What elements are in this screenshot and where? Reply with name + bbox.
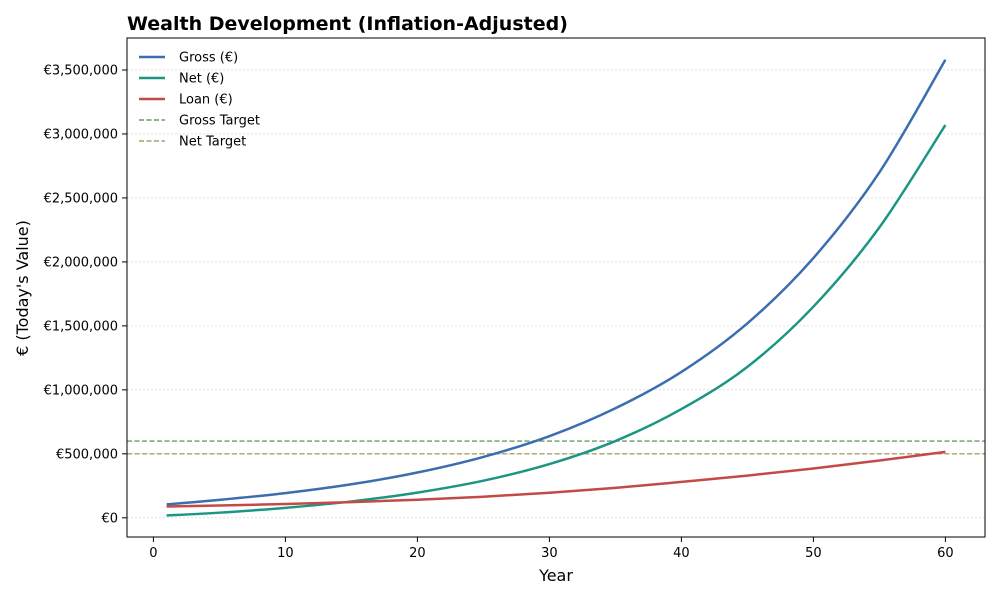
series-lines [166, 59, 947, 517]
y-tick-label: €1,500,000 [44, 319, 118, 334]
legend-label: Gross Target [179, 114, 260, 129]
y-tick-label: €500,000 [56, 447, 118, 462]
legend-label: Gross (€) [179, 51, 238, 66]
chart-title: Wealth Development (Inflation-Adjusted) [127, 13, 568, 35]
x-tick-label: 50 [805, 546, 822, 561]
x-axis-label: Year [538, 566, 573, 585]
y-tick-label: €2,500,000 [44, 191, 118, 206]
reference-lines [127, 440, 985, 455]
y-tick-label: €2,000,000 [44, 255, 118, 270]
x-tick-label: 20 [409, 546, 426, 561]
grid-lines [127, 69, 985, 519]
legend-label: Loan (€) [179, 93, 233, 108]
x-tick-label: 60 [937, 546, 954, 561]
legend-label: Net Target [179, 135, 246, 150]
y-axis-ticks: €0 €500,000 €1,000,000 €1,500,000 €2,000,000… [44, 63, 127, 526]
series-line [166, 450, 946, 508]
y-axis-label: € (Today's Value) [13, 220, 32, 356]
series-line [166, 59, 947, 506]
legend-label: Net (€) [179, 72, 224, 87]
x-tick-label: 40 [673, 546, 690, 561]
series-line [166, 124, 947, 517]
x-axis-ticks: 0 10 20 30 40 50 60 [149, 537, 954, 561]
y-tick-label: €0 [101, 511, 118, 526]
x-tick-label: 10 [277, 546, 294, 561]
y-tick-label: €3,500,000 [44, 63, 118, 78]
y-tick-label: €3,000,000 [44, 127, 118, 142]
plot-frame [126, 37, 986, 538]
y-tick-label: €1,000,000 [44, 383, 118, 398]
x-tick-label: 0 [149, 546, 157, 561]
x-tick-label: 30 [541, 546, 558, 561]
legend: Gross (€) Net (€) Loan (€) Gross Target Net … [139, 51, 260, 150]
